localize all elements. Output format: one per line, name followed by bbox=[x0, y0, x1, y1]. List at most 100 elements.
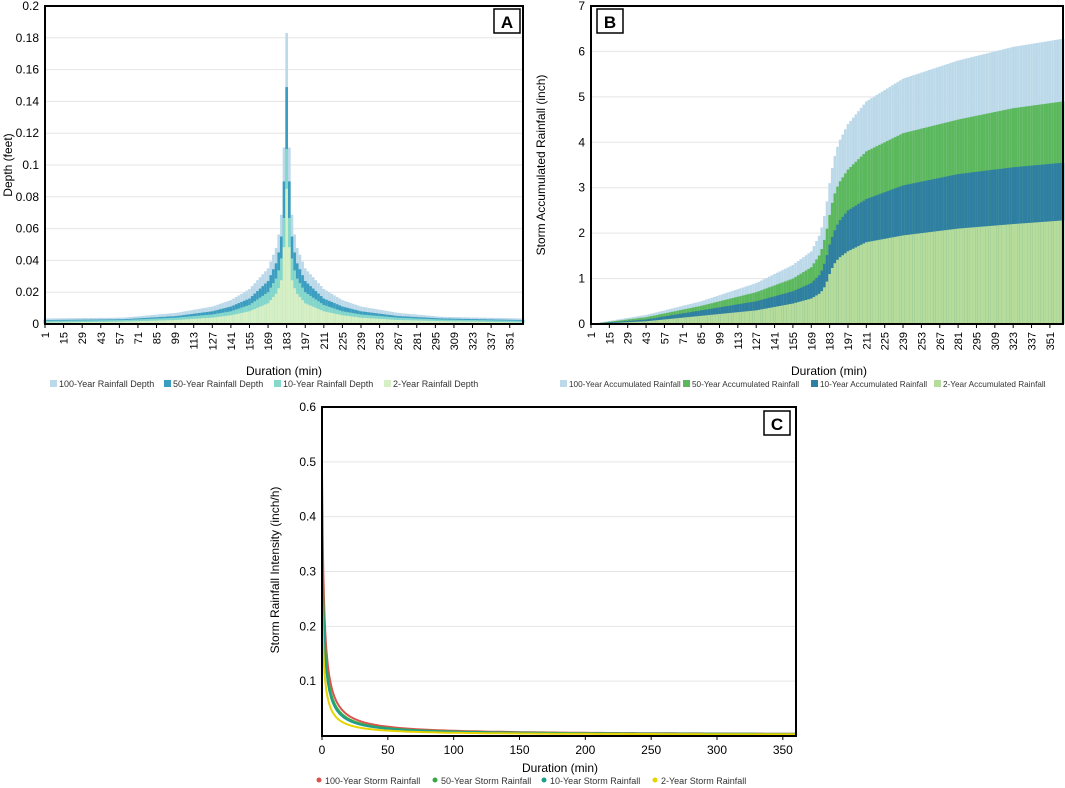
panel-b-label-box bbox=[596, 8, 624, 34]
panel-a-x-ticks: 1 15 29 43 57 71 85 99 113 127 141 155 169 183 197 211 2… bbox=[40, 324, 517, 350]
a-bar bbox=[155, 320, 158, 324]
b-bar bbox=[788, 304, 792, 324]
b-bar bbox=[906, 234, 910, 324]
a-bar bbox=[242, 312, 246, 324]
b-x-tick-label: 197 bbox=[843, 332, 855, 350]
a-bar bbox=[351, 316, 355, 324]
a-bar bbox=[303, 303, 307, 324]
a-y-tick-label: 0.08 bbox=[16, 190, 40, 204]
b-bar bbox=[686, 317, 690, 324]
b-bar bbox=[875, 240, 879, 324]
a-bar bbox=[149, 320, 153, 324]
b-x-tick-label: 15 bbox=[604, 332, 616, 344]
b-x-tick-label: 155 bbox=[788, 332, 800, 350]
a-bar bbox=[367, 318, 371, 324]
c-legend-label-4: 2-Year Storm Rainfall bbox=[661, 776, 746, 786]
b-bar bbox=[775, 306, 779, 324]
b-bar bbox=[749, 310, 753, 324]
a-x-tick-label: 211 bbox=[319, 332, 331, 350]
a-bar bbox=[125, 321, 129, 324]
a-bar bbox=[253, 309, 257, 324]
b-bar bbox=[718, 314, 721, 324]
b-bar bbox=[841, 255, 845, 324]
b-bar bbox=[964, 227, 968, 324]
b-y-tick-label: 2 bbox=[578, 226, 585, 240]
a-bar bbox=[311, 306, 315, 324]
b-bar bbox=[1048, 221, 1052, 324]
a-bar bbox=[447, 321, 450, 324]
a-bar bbox=[277, 288, 281, 324]
a-legend-label-3: 10-Year Rainfall Depth bbox=[283, 379, 373, 389]
a-bar bbox=[213, 317, 217, 324]
a-bar bbox=[293, 288, 296, 324]
b-bar bbox=[1032, 222, 1036, 324]
panel-a-label-box bbox=[493, 8, 521, 34]
c-y-tick-label: 0.6 bbox=[299, 400, 316, 414]
b-bar bbox=[652, 320, 656, 324]
b-bar bbox=[825, 281, 829, 324]
b-x-tick-label: 323 bbox=[1008, 332, 1020, 350]
b-bar bbox=[956, 228, 960, 324]
b-bar bbox=[1035, 222, 1039, 324]
a-bar bbox=[285, 188, 288, 324]
b-bar bbox=[747, 311, 750, 324]
a-bar bbox=[107, 321, 111, 324]
panel-c-xlabel: Duration (min) bbox=[522, 761, 598, 775]
c-legend-marker-1 bbox=[316, 777, 322, 783]
a-bar bbox=[465, 321, 469, 324]
c-series-line-2 bbox=[321, 515, 796, 735]
a-y-tick-label: 0.04 bbox=[16, 253, 40, 267]
b-bar bbox=[634, 321, 637, 324]
b-bar bbox=[1059, 220, 1062, 324]
a-bar bbox=[335, 314, 339, 324]
b-bar bbox=[794, 302, 797, 324]
a-bar bbox=[96, 321, 100, 324]
a-bar bbox=[298, 296, 302, 324]
a-bar bbox=[86, 321, 89, 324]
panel-a-legend: 100-Year Rainfall Depth 50-Year Rainfall … bbox=[50, 379, 478, 389]
a-bar bbox=[168, 320, 172, 324]
panel-b-xlabel: Duration (min) bbox=[791, 364, 867, 378]
b-bar bbox=[733, 312, 737, 324]
a-x-tick-label: 323 bbox=[468, 332, 480, 350]
a-bar bbox=[102, 321, 105, 324]
panel-a-plot-frame bbox=[44, 5, 524, 325]
a-bar bbox=[133, 321, 137, 324]
a-bar bbox=[362, 317, 365, 324]
b-bar bbox=[802, 300, 805, 324]
panel-c-plot-frame bbox=[321, 406, 797, 737]
b-bar bbox=[678, 317, 682, 324]
a-bar bbox=[388, 319, 392, 324]
panel-c-lines bbox=[321, 471, 796, 736]
b-bar bbox=[933, 231, 936, 324]
b-bar bbox=[886, 238, 889, 324]
a-bar bbox=[173, 320, 177, 324]
b-bar bbox=[1019, 223, 1023, 324]
a-bar bbox=[205, 317, 209, 324]
b-bar bbox=[657, 319, 661, 324]
b-bar bbox=[786, 304, 789, 324]
b-bar bbox=[872, 240, 876, 324]
a-bar bbox=[157, 320, 161, 324]
b-bar bbox=[951, 229, 955, 324]
a-x-tick-label: 351 bbox=[505, 332, 517, 350]
panel-c-ylabel: Storm Rainfall Intensity (inch/h) bbox=[268, 487, 282, 654]
a-bar bbox=[476, 321, 480, 324]
b-bar bbox=[1043, 221, 1046, 324]
panel-b-y-ticks: 0 1 2 3 4 5 6 7 bbox=[578, 0, 585, 331]
a-bar bbox=[341, 315, 344, 324]
a-bar bbox=[357, 317, 360, 324]
a-x-tick-label: 239 bbox=[356, 332, 368, 350]
a-bar bbox=[189, 319, 193, 324]
a-bar bbox=[412, 320, 416, 324]
a-x-tick-label: 337 bbox=[486, 332, 498, 350]
a-bar bbox=[492, 321, 496, 324]
b-bar bbox=[642, 321, 645, 324]
a-x-tick-label: 29 bbox=[77, 332, 89, 344]
a-bar bbox=[402, 320, 405, 324]
c-y-tick-label: 0.2 bbox=[299, 619, 316, 633]
b-bar bbox=[1011, 224, 1015, 324]
c-x-tick-label: 0 bbox=[319, 743, 326, 757]
b-bar bbox=[650, 320, 653, 324]
